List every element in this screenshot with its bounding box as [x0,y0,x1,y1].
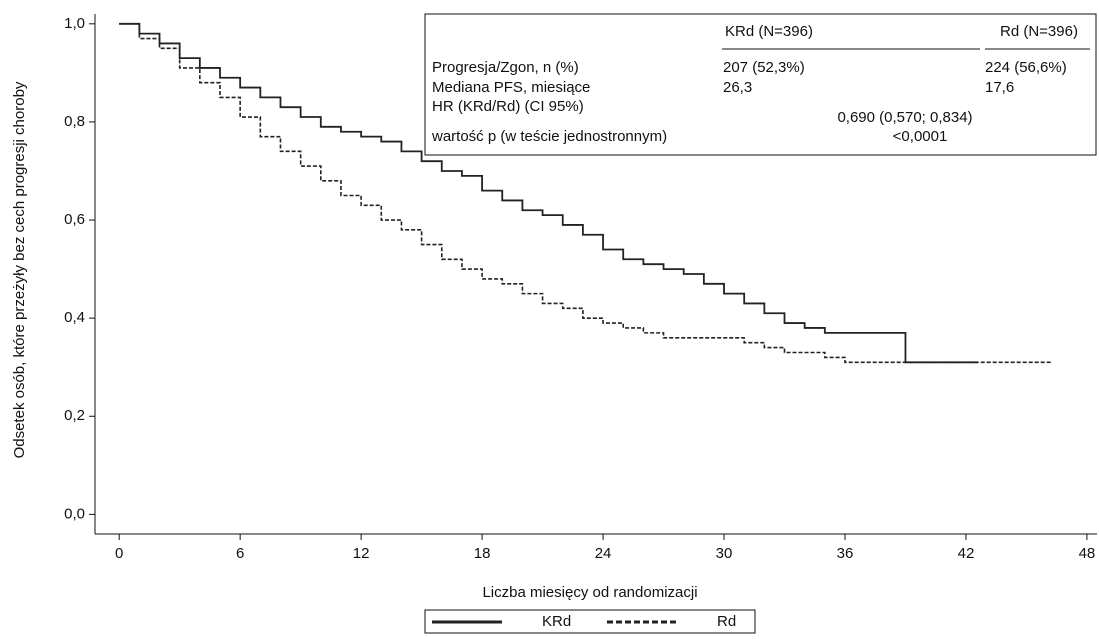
x-tick-label: 30 [716,545,733,562]
y-tick-label: 0,0 [64,505,85,522]
x-tick-label: 6 [236,545,244,562]
table-cell: wartość p (w teście jednostronnym) [431,128,667,145]
table-cell: Progresja/Zgon, n (%) [432,59,579,76]
x-tick-label: 12 [353,545,370,562]
y-tick-label: 0,8 [64,113,85,130]
table-cell: 17,6 [985,79,1014,96]
legend-label: KRd [542,613,571,630]
y-tick-label: 0,4 [64,309,85,326]
y-tick-label: 1,0 [64,15,85,32]
table-header: Rd (N=396) [1000,23,1078,40]
km-curve [119,23,1053,364]
table-cell: 224 (56,6%) [985,59,1067,76]
y-tick-label: 0,6 [64,211,85,228]
table-cell: 0,690 (0,570; 0,834) [837,109,972,126]
table-cell: 26,3 [723,79,752,96]
x-tick-label: 18 [474,545,491,562]
x-tick-label: 42 [958,545,975,562]
table-header: KRd (N=396) [725,23,813,40]
x-tick-label: 48 [1079,545,1096,562]
km-curve [119,22,979,364]
table-cell: <0,0001 [893,128,948,145]
x-tick-label: 36 [837,545,854,562]
stats-box [424,13,1097,156]
table-cell: HR (KRd/Rd) (CI 95%) [432,98,584,115]
x-axis-label: Liczba miesięcy od randomizacji [482,584,697,601]
y-tick-label: 0,2 [64,407,85,424]
x-tick-label: 0 [115,545,123,562]
table-cell: 207 (52,3%) [723,59,805,76]
y-axis-label: Odsetek osób, które przeżyły bez cech pr… [11,81,28,458]
legend-label: Rd [717,613,736,630]
table-cell: Mediana PFS, miesiące [432,79,590,96]
x-tick-label: 24 [595,545,612,562]
legend-box [424,609,756,634]
